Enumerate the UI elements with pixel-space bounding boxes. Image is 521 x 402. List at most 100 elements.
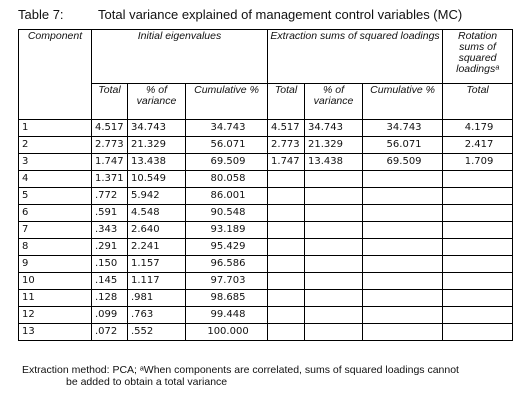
cell-extraction-total: [267, 323, 306, 341]
cell-extraction-pct: [304, 272, 364, 290]
table-row: 4 1.371 10.549 80.058: [18, 170, 514, 188]
cell-component: 10: [18, 272, 92, 290]
cell-initial-cum: 90.548: [184, 204, 269, 222]
cell-extraction-total: [267, 255, 306, 273]
cell-extraction-pct: [304, 204, 364, 222]
cell-initial-cum: 69.509: [184, 153, 269, 171]
cell-component: 6: [18, 204, 92, 222]
table-row: 10.145 1.117 97.703: [18, 272, 514, 290]
table-number: Table 7:: [18, 7, 64, 22]
cell-initial-total: .343: [91, 221, 128, 239]
variance-table: Component Initial eigenvalues Extraction…: [18, 29, 514, 341]
cell-rotation-total: [442, 289, 514, 307]
col-header-initial-cum: Cumulative %: [184, 83, 269, 120]
cell-extraction-pct: 34.743: [304, 119, 364, 137]
cell-extraction-total: [267, 187, 306, 205]
col-header-rotation-total: Total: [442, 83, 514, 120]
table-row: 5.772 5.942 86.001: [18, 187, 514, 205]
cell-extraction-pct: [304, 221, 364, 239]
cell-extraction-total: [267, 204, 306, 222]
cell-initial-total: 4.517: [91, 119, 128, 137]
col-header-extraction-pct: % of variance: [304, 83, 364, 120]
cell-initial-pct: 21.329: [127, 136, 186, 154]
cell-extraction-total: [267, 221, 306, 239]
cell-component: 4: [18, 170, 92, 188]
footnote-line-1: Extraction method: PCA; ᵃWhen components…: [22, 364, 459, 376]
cell-initial-cum: 80.058: [184, 170, 269, 188]
cell-initial-pct: 34.743: [127, 119, 186, 137]
cell-rotation-total: [442, 187, 514, 205]
cell-initial-total: .145: [91, 272, 128, 290]
table-row: 6.591 4.548 90.548: [18, 204, 514, 222]
cell-initial-total: .099: [91, 306, 128, 324]
cell-extraction-pct: [304, 255, 364, 273]
col-header-initial-pct: % of variance: [127, 83, 186, 120]
cell-initial-total: .150: [91, 255, 128, 273]
cell-initial-pct: 1.157: [127, 255, 186, 273]
cell-extraction-cum: [362, 204, 444, 222]
cell-extraction-pct: 13.438: [304, 153, 364, 171]
cell-extraction-cum: [362, 272, 444, 290]
cell-initial-pct: 4.548: [127, 204, 186, 222]
cell-initial-cum: 95.429: [184, 238, 269, 256]
cell-initial-total: .772: [91, 187, 128, 205]
cell-rotation-total: [442, 272, 514, 290]
cell-extraction-total: [267, 238, 306, 256]
cell-initial-cum: 56.071: [184, 136, 269, 154]
cell-rotation-total: [442, 221, 514, 239]
table-row: 3 1.747 13.438 69.509 1.747 13.438 69.509 1.709: [18, 153, 514, 171]
cell-extraction-cum: [362, 306, 444, 324]
cell-rotation-total: [442, 323, 514, 341]
cell-initial-cum: 86.001: [184, 187, 269, 205]
cell-component: 12: [18, 306, 92, 324]
cell-initial-cum: 100.000: [184, 323, 269, 341]
cell-initial-pct: .552: [127, 323, 186, 341]
cell-rotation-total: [442, 204, 514, 222]
cell-rotation-total: 2.417: [442, 136, 514, 154]
cell-initial-pct: 13.438: [127, 153, 186, 171]
cell-extraction-pct: 21.329: [304, 136, 364, 154]
cell-rotation-total: 4.179: [442, 119, 514, 137]
table-row: 1 4.517 34.743 34.743 4.517 34.743 34.743 4.179: [18, 119, 514, 137]
cell-extraction-pct: [304, 306, 364, 324]
cell-extraction-total: 2.773: [267, 136, 306, 154]
table-row: 11.128.981 98.685: [18, 289, 514, 307]
cell-component: 3: [18, 153, 92, 171]
cell-component: 5: [18, 187, 92, 205]
cell-rotation-total: [442, 238, 514, 256]
cell-component: 2: [18, 136, 92, 154]
cell-component: 7: [18, 221, 92, 239]
col-header-component: Component: [18, 29, 92, 120]
cell-extraction-cum: [362, 255, 444, 273]
cell-extraction-total: 1.747: [267, 153, 306, 171]
cell-extraction-cum: 56.071: [362, 136, 444, 154]
cell-initial-pct: 2.640: [127, 221, 186, 239]
cell-extraction-total: 4.517: [267, 119, 306, 137]
cell-initial-pct: 1.117: [127, 272, 186, 290]
table-row: 9.150 1.157 96.586: [18, 255, 514, 273]
cell-extraction-pct: [304, 238, 364, 256]
cell-extraction-pct: [304, 187, 364, 205]
table-row: 12.099.763 99.448: [18, 306, 514, 324]
cell-extraction-cum: [362, 170, 444, 188]
cell-initial-total: .591: [91, 204, 128, 222]
cell-extraction-cum: [362, 221, 444, 239]
cell-extraction-total: [267, 289, 306, 307]
col-header-extraction-cum: Cumulative %: [362, 83, 444, 120]
cell-extraction-pct: [304, 323, 364, 341]
cell-component: 11: [18, 289, 92, 307]
col-header-rotation: Rotation sums of squared loadingsᵃ: [442, 29, 514, 84]
cell-initial-pct: 5.942: [127, 187, 186, 205]
cell-rotation-total: [442, 255, 514, 273]
footnote-line-2: be added to obtain a total variance: [66, 376, 228, 388]
cell-rotation-total: [442, 306, 514, 324]
cell-extraction-cum: [362, 323, 444, 341]
cell-initial-cum: 97.703: [184, 272, 269, 290]
cell-initial-pct: .981: [127, 289, 186, 307]
cell-extraction-total: [267, 170, 306, 188]
cell-initial-cum: 98.685: [184, 289, 269, 307]
col-header-initial: Initial eigenvalues: [90, 29, 269, 84]
cell-component: 8: [18, 238, 92, 256]
cell-initial-total: 1.371: [91, 170, 128, 188]
col-header-extraction: Extraction sums of squared loadings: [267, 29, 444, 84]
